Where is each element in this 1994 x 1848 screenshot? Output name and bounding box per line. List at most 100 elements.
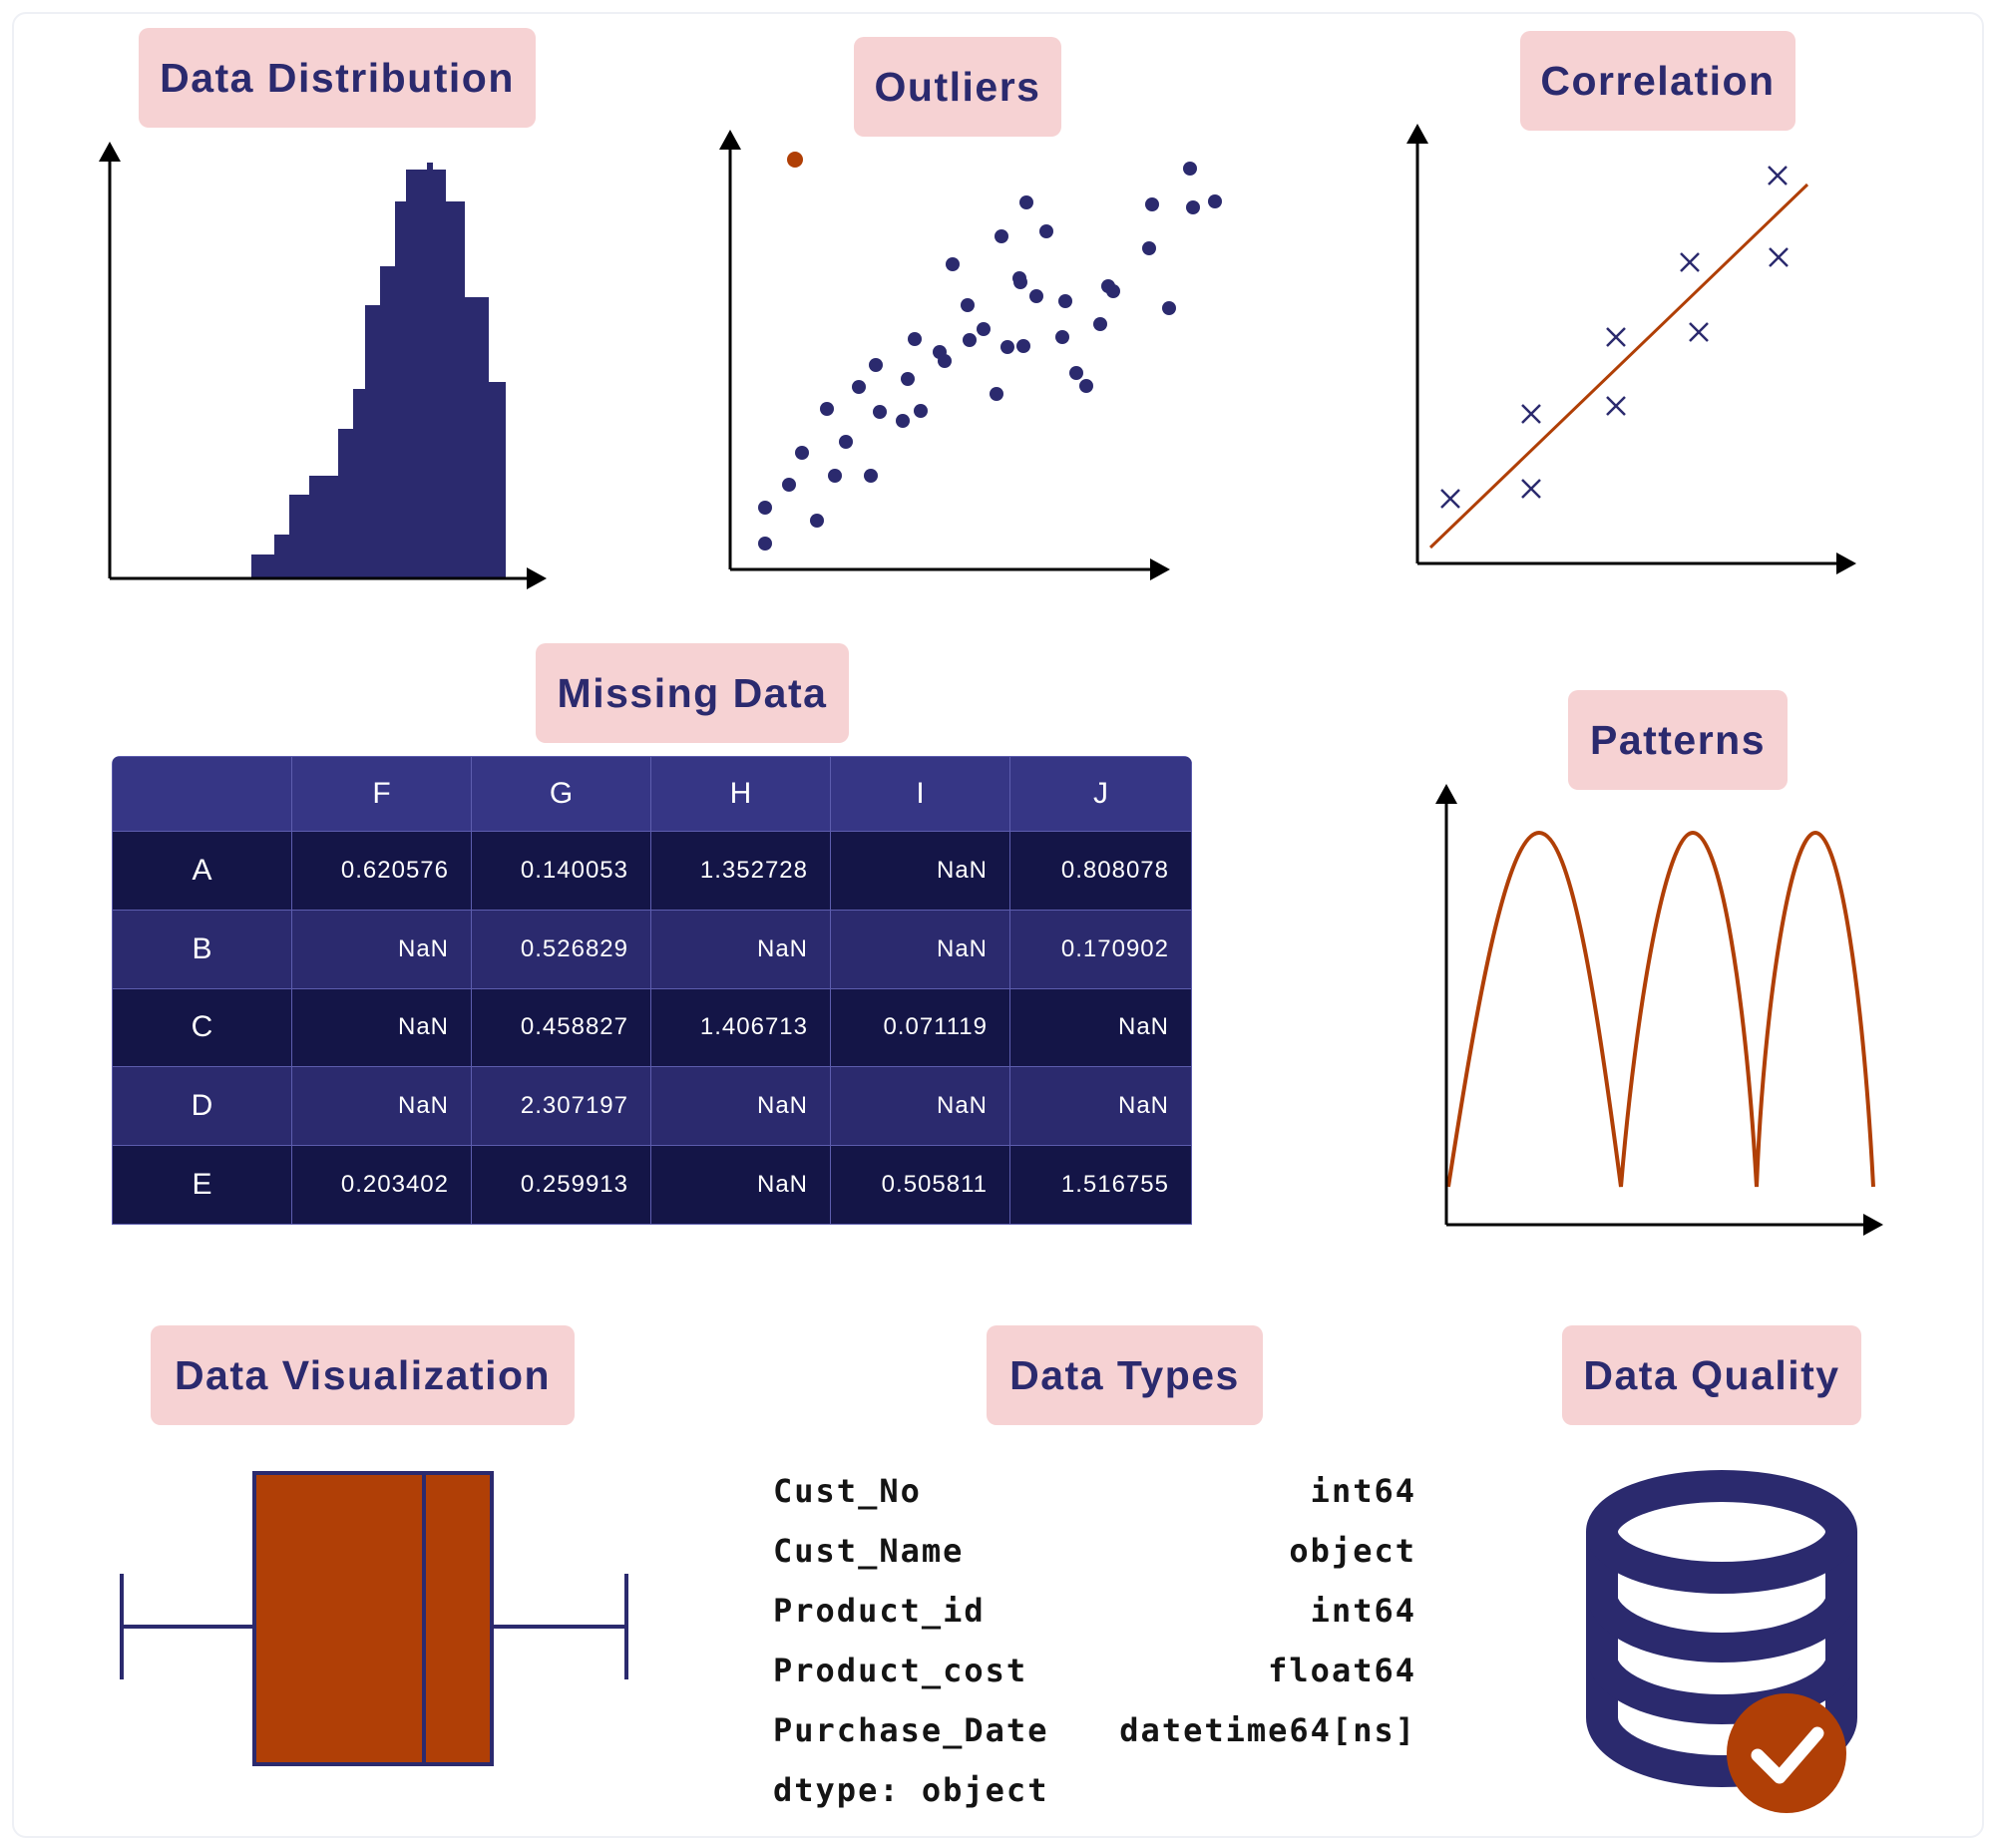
scatter-point bbox=[1093, 317, 1107, 331]
column-dtype: int64 bbox=[1310, 1472, 1416, 1510]
table-cell: 1.406713 bbox=[650, 987, 831, 1068]
x-axis-arrow bbox=[1836, 553, 1856, 574]
y-axis-arrow bbox=[1435, 784, 1457, 804]
table-cell: NaN bbox=[291, 1066, 472, 1147]
scatter-point bbox=[1013, 275, 1027, 289]
scatter-point bbox=[869, 358, 883, 372]
db-top bbox=[1586, 1470, 1857, 1594]
row-index: B bbox=[112, 909, 292, 989]
dtype-summary: dtype: object bbox=[773, 1771, 1049, 1809]
correlation-chart bbox=[1406, 124, 1856, 574]
scatter-point bbox=[995, 229, 1008, 243]
table-cell: 0.203402 bbox=[291, 1145, 472, 1225]
dtype-row: Product_cost float64 bbox=[773, 1641, 1416, 1700]
table-cell: 0.808078 bbox=[1009, 831, 1192, 911]
table-cell: 0.140053 bbox=[471, 831, 651, 911]
table-cell: 0.526829 bbox=[471, 909, 651, 989]
dtype-footer: dtype: object bbox=[773, 1760, 1416, 1820]
dtype-row: Product_id int64 bbox=[773, 1581, 1416, 1641]
database-check-icon bbox=[1586, 1470, 1857, 1813]
table-cell: NaN bbox=[291, 987, 472, 1068]
label-patterns: Patterns bbox=[1568, 690, 1788, 790]
table-cell: NaN bbox=[291, 909, 472, 989]
column-dtype: datetime64[ns] bbox=[1119, 1711, 1416, 1749]
pattern-curve bbox=[1446, 830, 1875, 1188]
cross-point bbox=[1689, 322, 1709, 342]
db-band-2 bbox=[1587, 1654, 1856, 1725]
table-cell: 0.071119 bbox=[830, 987, 1010, 1068]
table-cell: NaN bbox=[830, 831, 1010, 911]
column-header: H bbox=[650, 756, 831, 832]
table-header-row: F G H I J bbox=[112, 756, 1192, 832]
cross-point bbox=[1768, 166, 1788, 185]
cross-point bbox=[1606, 396, 1626, 416]
column-header bbox=[112, 756, 292, 832]
scatter-point bbox=[1079, 379, 1093, 393]
column-name: Cust_No bbox=[773, 1472, 922, 1510]
table-cell: 0.259913 bbox=[471, 1145, 651, 1225]
table-cell: 1.516755 bbox=[1009, 1145, 1192, 1225]
dtype-row: Cust_No int64 bbox=[773, 1461, 1416, 1521]
cross-point bbox=[1440, 489, 1460, 509]
distribution-chart bbox=[99, 142, 547, 589]
scatter-point bbox=[1019, 195, 1033, 209]
scatter-point bbox=[820, 402, 834, 416]
y-axis-arrow bbox=[1406, 124, 1428, 144]
dtypes-listing: Cust_No int64 Cust_Name object Product_i… bbox=[773, 1461, 1416, 1820]
scatter-point bbox=[977, 322, 991, 336]
cross-point bbox=[1680, 252, 1700, 272]
table-row: C NaN 0.458827 1.406713 0.071119 NaN bbox=[112, 987, 1192, 1068]
scatter-point bbox=[1029, 289, 1043, 303]
column-header: G bbox=[471, 756, 651, 832]
x-axis-arrow bbox=[1150, 558, 1170, 580]
scatter-point bbox=[1055, 330, 1069, 344]
scatter-point bbox=[828, 469, 842, 483]
table-cell: 0.458827 bbox=[471, 987, 651, 1068]
scatter-point bbox=[1058, 294, 1072, 308]
column-dtype: object bbox=[1289, 1532, 1416, 1570]
box-plot bbox=[120, 1471, 628, 1766]
x-axis-arrow bbox=[527, 567, 547, 589]
cross-point bbox=[1521, 479, 1541, 499]
table-cell: 1.352728 bbox=[650, 831, 831, 911]
label-data-distribution: Data Distribution bbox=[139, 28, 536, 128]
label-data-types: Data Types bbox=[987, 1325, 1263, 1425]
scatter-point bbox=[1145, 197, 1159, 211]
label-missing-data: Missing Data bbox=[536, 643, 849, 743]
column-name: Cust_Name bbox=[773, 1532, 965, 1570]
scatter-point bbox=[1208, 194, 1222, 208]
scatter-point bbox=[908, 332, 922, 346]
scatter-point bbox=[1162, 301, 1176, 315]
scatter-point bbox=[914, 404, 928, 418]
table-cell: NaN bbox=[650, 1066, 831, 1147]
table-row: B NaN 0.526829 NaN NaN 0.170902 bbox=[112, 909, 1192, 989]
cross-point bbox=[1521, 404, 1541, 424]
label-outliers: Outliers bbox=[854, 37, 1061, 137]
row-index: A bbox=[112, 831, 292, 911]
scatter-point bbox=[896, 414, 910, 428]
dtype-row: Cust_Name object bbox=[773, 1521, 1416, 1581]
scatter-point bbox=[758, 537, 772, 551]
outliers-chart bbox=[719, 130, 1222, 580]
trend-line bbox=[1428, 183, 1809, 550]
table-cell: NaN bbox=[830, 909, 1010, 989]
column-name: Product_id bbox=[773, 1592, 986, 1630]
table-cell: NaN bbox=[830, 1066, 1010, 1147]
dtype-row: Purchase_Date datetime64[ns] bbox=[773, 1700, 1416, 1760]
cross-point bbox=[1606, 327, 1626, 347]
missing-data-table: F G H I J A 0.620576 0.140053 1.352728 N… bbox=[112, 756, 1192, 1225]
table-cell: NaN bbox=[1009, 987, 1192, 1068]
table-row: A 0.620576 0.140053 1.352728 NaN 0.80807… bbox=[112, 831, 1192, 911]
label-data-quality: Data Quality bbox=[1562, 1325, 1861, 1425]
scatter-point bbox=[873, 405, 887, 419]
table-cell: NaN bbox=[650, 1145, 831, 1225]
table-cell: 0.505811 bbox=[830, 1145, 1010, 1225]
column-dtype: float64 bbox=[1268, 1652, 1416, 1689]
scatter-point bbox=[1016, 339, 1030, 353]
scatter-point bbox=[782, 478, 796, 492]
scatter-point bbox=[901, 372, 915, 386]
scatter-point bbox=[795, 446, 809, 460]
table-cell: 2.307197 bbox=[471, 1066, 651, 1147]
